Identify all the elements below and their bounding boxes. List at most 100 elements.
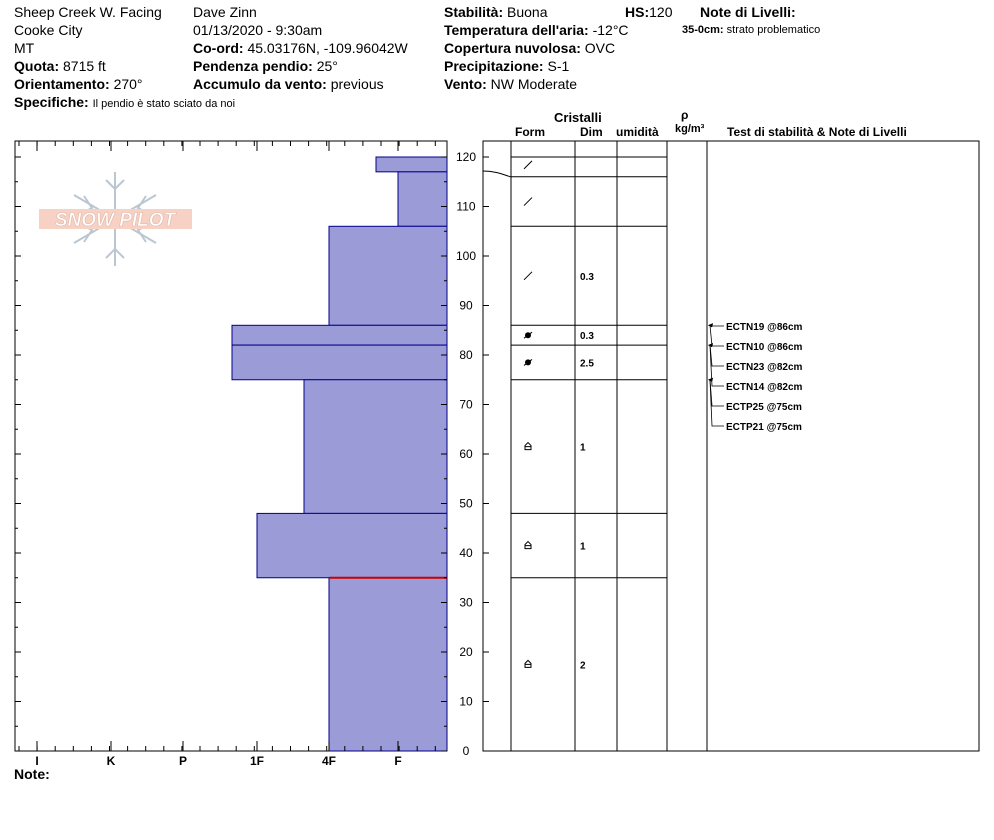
city: Cooke City [14,22,83,38]
layer-note-depth: 35-0cm: [682,24,724,36]
wind-load-value: previous [330,76,384,92]
layer-bar-2 [328,225,448,326]
wind-label: Vento: [444,76,487,92]
depth-label-120: 120 [456,150,476,164]
depth-axis: 0 10 20 30 40 50 60 70 80 90 100 110 120 [15,150,489,758]
layer-bar-7 [328,577,448,752]
coord-label: Co-ord: [193,40,244,56]
test-label-5: ECTP21 @75cm [726,422,802,433]
test-leader-2 [709,345,724,367]
cloud-value: OVC [584,40,616,56]
layer-note: 35-0cm: strato problematico [682,24,820,36]
slope-label: Pendenza pendio: [193,58,313,74]
fragmented-icon [523,271,533,281]
depth-label-110: 110 [456,200,475,214]
cup [524,540,532,550]
layer-bar-6 [256,512,448,579]
hardness-label-1f: 1F [250,754,264,768]
logo-text: SNOW PILOT [55,210,177,231]
stability-value: Buona [507,4,548,20]
slash-stroke [523,331,533,339]
density-unit-header: kg/m³ [675,123,705,135]
stability-tests: ECTN19 @86cm ECTN10 @86cm ECTN23 @82cm ECTN… [708,322,803,433]
coordinates: Co-ord: 45.03176N, -109.96042W [193,40,408,56]
air-temp-value: -12°C [592,22,629,38]
rounded-faceted-icon [523,331,533,339]
elevation-label: Quota: [14,58,60,74]
fragmented-icon [523,197,533,206]
hs-label: HS: [625,4,650,20]
depth-label-50: 50 [459,497,473,511]
test-arrow-icon [708,343,713,348]
specifics-label: Specifiche: [14,94,89,110]
slash-stroke [523,197,533,206]
footer-note-label: Note: [14,766,50,782]
snow-height: HS:120 [625,4,672,20]
depth-label-90: 90 [459,299,473,313]
hardness-label-p: P [179,754,187,768]
depth-label-0: 0 [463,744,470,758]
aspect: Orientamento: 270° [14,76,143,92]
slash-stroke [523,359,533,366]
depth-label-40: 40 [459,546,473,560]
depth-hoar-icon [524,540,532,550]
form-header: Form [515,125,545,139]
test-leader-3 [709,345,724,387]
rounded-faceted-icon [523,359,533,366]
depth-label-30: 30 [459,596,473,610]
precipitation: Precipitazione: S-1 [444,58,569,74]
depth-label-10: 10 [459,695,473,709]
wind-load-label: Accumulo da vento: [193,76,327,92]
hardness-label-k: K [107,754,116,768]
location-name: Sheep Creek W. Facing [14,4,162,20]
test-arrow-icon [708,377,713,382]
cup [524,659,532,668]
wind-loading: Accumulo da vento: previous [193,76,384,92]
layer-note-text: strato problematico [726,24,821,36]
layer-bar-3 [231,324,448,346]
hardness-label-i: I [35,754,38,768]
temperature-line [482,170,512,178]
depth-hoar-icon [524,441,532,451]
precip-label: Precipitazione: [444,58,544,74]
coord-value: 45.03176N, -109.96042W [247,40,408,56]
dim-header: Dim [580,125,603,139]
aspect-value: 270° [113,76,143,92]
cloud-label: Copertura nuvolosa: [444,40,581,56]
test-label-2: ECTN23 @82cm [726,362,803,373]
precip-value: S-1 [547,58,570,74]
air-temperature: Temperatura dell'aria: -12°C [444,22,629,38]
slash-stroke [523,160,533,170]
crystal-dim-3: 0.3 [580,331,594,342]
test-leader-1 [709,325,724,347]
wind: Vento: NW Moderate [444,76,577,92]
fragmented-icon [523,160,533,170]
crystal-dim-4: 2.5 [580,358,594,369]
elevation-value: 8715 ft [63,58,106,74]
test-leader-5 [709,379,724,427]
hardness-label-f: F [394,754,401,768]
stability-label: Stabilità: [444,4,504,20]
logo-band [39,209,192,229]
hardness-layers [231,156,448,752]
hs-value: 120 [649,4,673,20]
crystal-table-frame [482,140,980,752]
layer-bar-4 [231,344,448,381]
test-label-4: ECTP25 @75cm [726,402,802,413]
layer-bar-1 [397,171,448,227]
depth-label-100: 100 [456,249,476,263]
wind-value: NW Moderate [490,76,578,92]
depth-label-80: 80 [459,348,473,362]
crystal-dim-7: 2 [580,660,586,671]
test-label-0: ECTN19 @86cm [726,322,803,333]
depth-label-60: 60 [459,447,473,461]
stability: Stabilità: Buona [444,4,548,20]
cup [524,441,532,451]
layer-bar-0 [375,156,448,173]
test-label-1: ECTN10 @86cm [726,342,803,353]
air-temp-label: Temperatura dell'aria: [444,22,589,38]
crystal-dim-5: 1 [580,443,586,454]
layer-bar-5 [303,379,448,514]
elevation: Quota: 8715 ft [14,58,106,74]
test-label-3: ECTN14 @82cm [726,382,803,393]
